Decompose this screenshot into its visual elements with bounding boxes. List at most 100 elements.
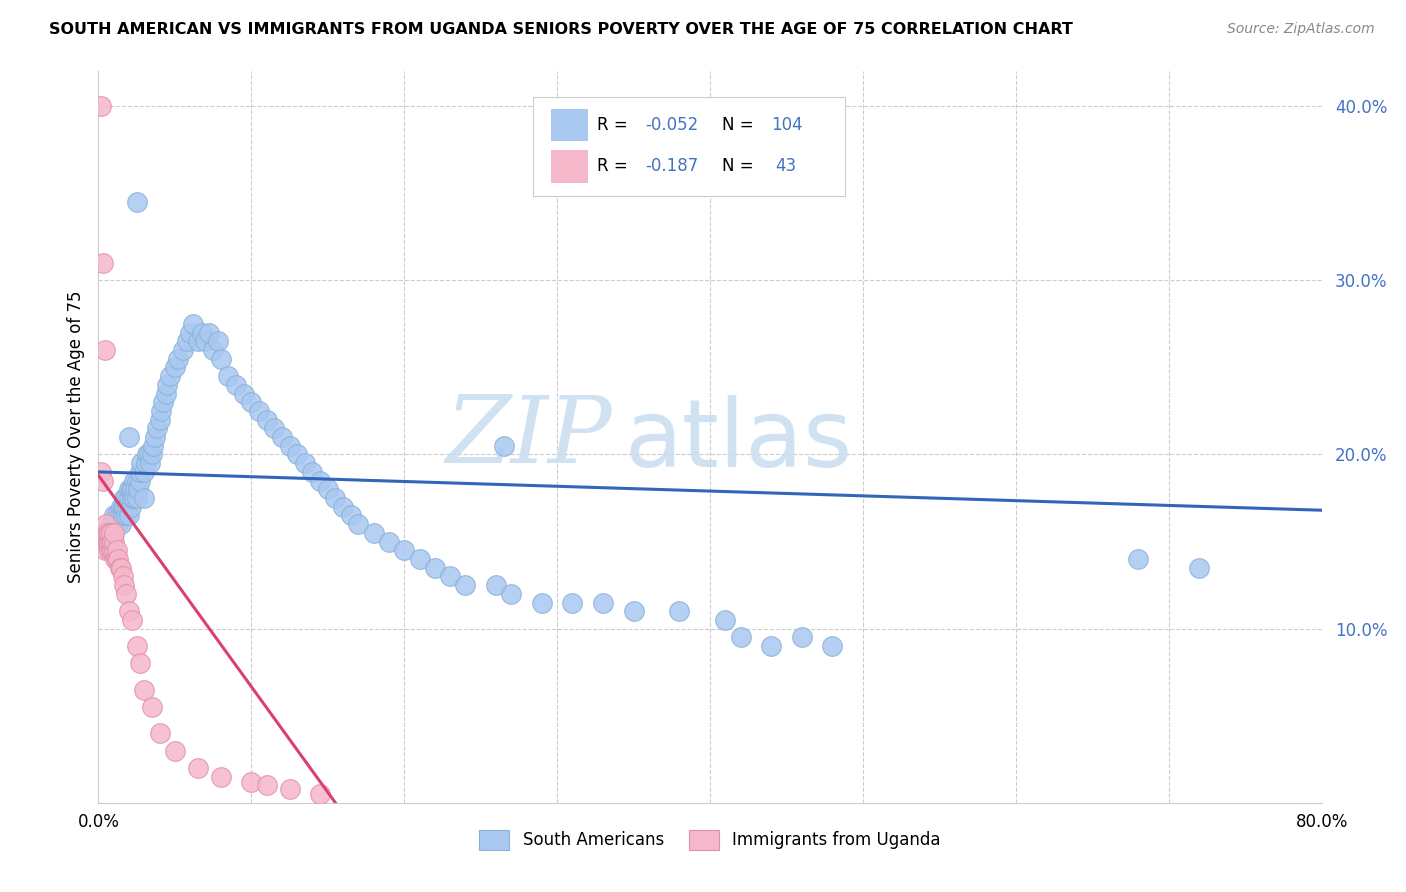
Point — [107, 517, 129, 532]
Text: ZIP: ZIP — [446, 392, 612, 482]
Point — [118, 483, 141, 497]
FancyBboxPatch shape — [551, 109, 588, 141]
Point — [392, 543, 416, 558]
Point — [256, 778, 278, 792]
Point — [232, 386, 254, 401]
Point — [94, 517, 117, 532]
Point — [128, 657, 150, 671]
Point — [125, 491, 148, 505]
Point — [125, 474, 148, 488]
Point — [118, 430, 141, 444]
Text: N =: N = — [723, 158, 759, 176]
Point — [181, 317, 204, 331]
Point — [149, 726, 172, 740]
Point — [139, 456, 162, 470]
Point — [668, 604, 690, 618]
Point — [108, 508, 131, 523]
Point — [143, 430, 166, 444]
Point — [110, 517, 132, 532]
Point — [176, 334, 198, 349]
Text: -0.187: -0.187 — [645, 158, 699, 176]
Text: 43: 43 — [775, 158, 796, 176]
Point — [120, 483, 142, 497]
Point — [363, 525, 385, 540]
Point — [156, 377, 179, 392]
Point — [714, 613, 737, 627]
Point — [821, 639, 844, 653]
Point — [194, 334, 217, 349]
Point — [135, 456, 157, 470]
Point — [150, 404, 173, 418]
Point — [110, 500, 132, 514]
Point — [730, 631, 752, 645]
Point — [94, 525, 117, 540]
Point — [209, 770, 232, 784]
Point — [145, 421, 167, 435]
Point — [294, 456, 316, 470]
Point — [97, 525, 120, 540]
Point — [439, 569, 461, 583]
Point — [103, 525, 125, 540]
Point — [325, 491, 347, 505]
Point — [142, 439, 165, 453]
Legend: South Americans, Immigrants from Uganda: South Americans, Immigrants from Uganda — [472, 823, 948, 856]
Point — [172, 343, 194, 357]
Point — [225, 377, 247, 392]
Text: Source: ZipAtlas.com: Source: ZipAtlas.com — [1227, 22, 1375, 37]
Point — [108, 560, 131, 574]
Point — [122, 491, 145, 505]
Point — [101, 543, 124, 558]
Point — [141, 700, 163, 714]
Point — [94, 534, 117, 549]
Point — [592, 595, 614, 609]
Point — [124, 483, 146, 497]
Text: R =: R = — [598, 158, 634, 176]
Point — [125, 639, 148, 653]
Point — [790, 631, 813, 645]
Point — [103, 508, 125, 523]
Point — [309, 474, 332, 488]
Point — [134, 465, 156, 479]
Point — [179, 326, 201, 340]
Point — [759, 639, 782, 653]
Point — [112, 578, 135, 592]
Point — [149, 412, 172, 426]
Point — [217, 369, 239, 384]
Text: R =: R = — [598, 116, 634, 134]
FancyBboxPatch shape — [551, 151, 588, 183]
Point — [129, 456, 152, 470]
Point — [240, 395, 263, 409]
Point — [125, 194, 148, 209]
Point — [1128, 552, 1150, 566]
Point — [105, 517, 128, 532]
Point — [112, 491, 135, 505]
Point — [316, 483, 339, 497]
Point — [141, 448, 163, 462]
Point — [91, 474, 114, 488]
Point — [134, 682, 156, 697]
Point — [118, 508, 141, 523]
Point — [117, 500, 139, 514]
Point — [121, 491, 143, 505]
Point — [378, 534, 401, 549]
Point — [202, 343, 225, 357]
Point — [128, 465, 150, 479]
Point — [115, 508, 138, 523]
Point — [501, 587, 523, 601]
Point — [167, 351, 190, 366]
Text: SOUTH AMERICAN VS IMMIGRANTS FROM UGANDA SENIORS POVERTY OVER THE AGE OF 75 CORR: SOUTH AMERICAN VS IMMIGRANTS FROM UGANDA… — [49, 22, 1073, 37]
Point — [115, 491, 138, 505]
Point — [111, 500, 134, 514]
Point — [270, 430, 292, 444]
Point — [561, 595, 583, 609]
Point — [492, 439, 515, 453]
Point — [423, 560, 446, 574]
Point — [187, 334, 209, 349]
Point — [159, 369, 181, 384]
Y-axis label: Seniors Poverty Over the Age of 75: Seniors Poverty Over the Age of 75 — [66, 291, 84, 583]
Point — [485, 578, 508, 592]
Point — [247, 404, 270, 418]
Point — [240, 775, 263, 789]
Point — [128, 474, 150, 488]
Point — [408, 552, 430, 566]
